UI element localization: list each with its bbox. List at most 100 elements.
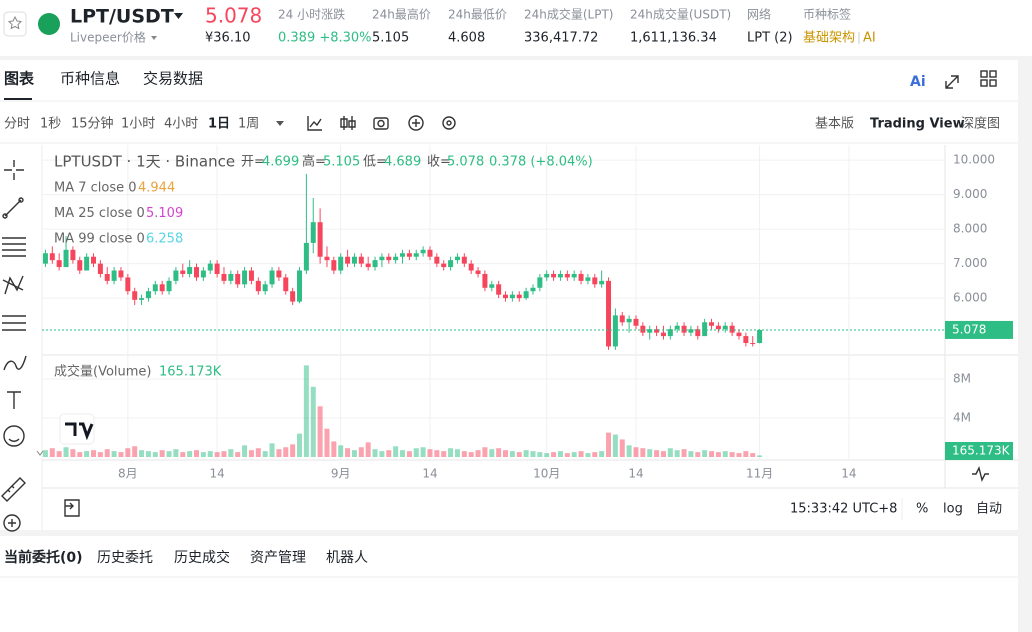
order-tab[interactable]: 历史成交: [174, 549, 230, 566]
ai-button[interactable]: Ai: [910, 74, 926, 90]
candle-body: [537, 277, 543, 288]
scale-option[interactable]: 自动: [976, 502, 1002, 517]
stat-label: 24h最高价: [372, 7, 431, 22]
volume-bar: [468, 452, 474, 457]
volume-bar: [152, 452, 158, 457]
interval[interactable]: 1小时: [121, 117, 155, 132]
candle-body: [290, 291, 296, 302]
interval[interactable]: 1周: [238, 117, 259, 132]
volume-bar: [228, 449, 234, 457]
volume-bar: [647, 449, 653, 457]
change: 0.378 (+8.04%): [489, 155, 593, 170]
order-tab[interactable]: 机器人: [326, 550, 368, 566]
pair-caret[interactable]: [174, 13, 183, 19]
ohlc-value: 4.689: [384, 155, 421, 170]
candle-body: [118, 270, 124, 278]
candle-body: [91, 256, 97, 264]
indicator-value: 6.258: [146, 232, 183, 247]
toolbar-icons[interactable]: [307, 115, 456, 131]
candle-body: [454, 256, 460, 261]
candle-body: [434, 256, 440, 264]
price-cny: ¥36.10: [205, 31, 251, 46]
candle-body: [736, 332, 742, 337]
fullscreen-icon[interactable]: [945, 75, 959, 89]
volume-bar: [709, 451, 715, 457]
candle-body: [372, 260, 378, 268]
volume-bar: [104, 449, 110, 457]
candle-body: [599, 280, 605, 285]
interval[interactable]: 4小时: [164, 117, 198, 132]
volume-bar: [84, 451, 90, 457]
volume-bar: [400, 450, 406, 457]
x-tick-label: 14: [209, 467, 224, 481]
volume-bar: [159, 450, 165, 457]
interval[interactable]: 1日: [208, 117, 230, 132]
interval[interactable]: 15分钟: [71, 116, 114, 132]
x-tick-label: 11月: [746, 467, 773, 481]
favorite-box[interactable]: [3, 11, 27, 37]
volume-bar: [173, 449, 179, 457]
tab[interactable]: 图表: [4, 70, 35, 88]
volume-bar: [276, 449, 282, 457]
stat-label: 24h最低价: [448, 8, 507, 22]
tag-label: 币种标签: [803, 7, 851, 22]
drawing-tools[interactable]: [1, 160, 27, 532]
candle-body: [448, 260, 454, 268]
volume-bar: [97, 452, 103, 457]
order-tab[interactable]: 当前委托(0): [4, 549, 83, 566]
candle-body: [173, 270, 179, 281]
candle-body: [42, 253, 48, 264]
tag[interactable]: AI: [863, 31, 876, 46]
candle-body: [228, 273, 234, 281]
stat-label: 网络: [747, 7, 771, 22]
candle-body: [688, 329, 694, 333]
candle-body: [654, 329, 660, 333]
layout-icon[interactable]: [980, 70, 997, 87]
order-tab[interactable]: 历史委托: [97, 550, 153, 566]
volume-bar: [269, 443, 275, 457]
collapse-toggle[interactable]: [36, 450, 44, 456]
symbol-line: LPTUSDT · 1天 · Binance: [54, 153, 235, 171]
scale-option[interactable]: log: [943, 502, 963, 517]
volume-bar: [358, 447, 364, 457]
volume-bar: [379, 451, 385, 457]
view-option[interactable]: 深度图: [961, 116, 1000, 132]
candle-body: [400, 253, 406, 257]
view-option[interactable]: 基本版: [815, 117, 854, 132]
view-option[interactable]: Trading View: [870, 117, 965, 132]
volume-bar: [750, 453, 756, 457]
candle-body: [310, 222, 316, 243]
date-range-icon[interactable]: [64, 499, 80, 517]
interval[interactable]: 1秒: [40, 117, 61, 132]
candle-body: [413, 253, 419, 257]
volume-bar: [255, 448, 261, 457]
volume-bar: [585, 453, 591, 457]
candle-body: [235, 273, 241, 285]
tab[interactable]: 币种信息: [60, 70, 120, 88]
volume-bar: [674, 450, 680, 457]
tag[interactable]: 基础架构: [803, 31, 855, 46]
candle-body: [221, 273, 227, 281]
scale-option[interactable]: %: [916, 502, 928, 517]
indicator-value: 5.109: [146, 206, 183, 221]
coin-name[interactable]: Livepeer价格: [70, 30, 146, 45]
candle-body: [70, 249, 76, 261]
volume-bar: [125, 448, 131, 457]
last-volume-label: 165.173K: [952, 444, 1011, 458]
candle-body: [647, 329, 653, 333]
volume-bar: [345, 448, 351, 457]
volume-bar: [544, 453, 550, 457]
volume-bar: [406, 451, 412, 457]
indicator-name: MA 7 close 0: [54, 181, 137, 196]
interval-caret[interactable]: [276, 121, 284, 126]
ohlc-value: 5.078: [447, 155, 484, 170]
volume-bar: [242, 445, 248, 457]
interval[interactable]: 分时: [4, 117, 30, 132]
star-icon[interactable]: [7, 15, 23, 30]
stat-value: 4.608: [448, 31, 485, 46]
volume-bar: [461, 451, 467, 457]
pair[interactable]: LPT/USDT: [70, 6, 174, 28]
tab[interactable]: 交易数据: [143, 70, 203, 88]
settings-icon[interactable]: [972, 465, 989, 483]
order-tab[interactable]: 资产管理: [250, 550, 306, 566]
